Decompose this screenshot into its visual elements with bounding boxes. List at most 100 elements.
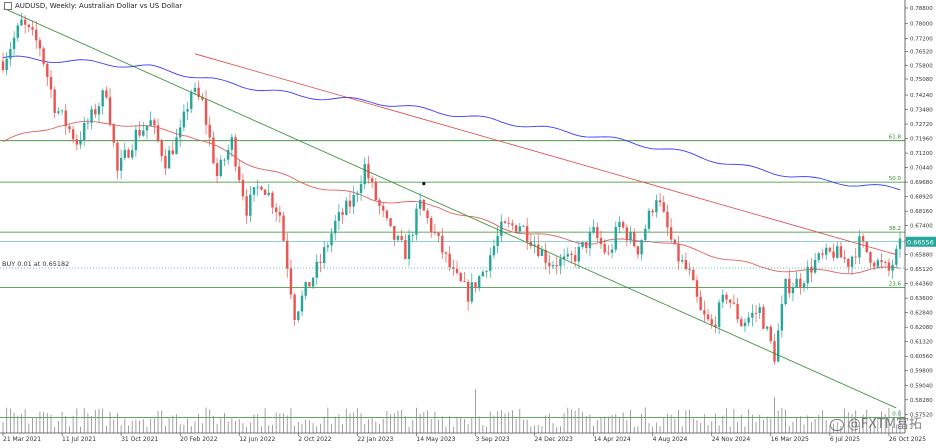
candle-body (86, 122, 90, 124)
candle-body (27, 24, 31, 28)
time-axis[interactable]: 21 Mar 2021 11 Jul 2021 31 Oct 2021 20 Feb … (0, 432, 926, 443)
trendline-red (194, 53, 897, 256)
candle-body (53, 89, 56, 113)
candle-body (215, 163, 219, 177)
candle-body (35, 29, 38, 41)
candle-body (426, 210, 429, 218)
candle-body (865, 241, 868, 253)
price-tick-label: 0.59040 (910, 383, 933, 389)
price-tick-label: 0.74240 (910, 93, 933, 99)
candle-body (895, 248, 898, 265)
candle-body (858, 236, 861, 258)
wechat-icon (829, 418, 844, 431)
date-tick-label: 4 Aug 2024 (653, 436, 688, 443)
price-tick-label: 0.77200 (910, 37, 933, 43)
candle-body (57, 111, 60, 113)
candle-body (116, 142, 119, 171)
candle-body (832, 251, 835, 258)
candle-body (20, 19, 23, 26)
candle-body (448, 253, 451, 268)
candle-body (193, 87, 197, 92)
candle-body (359, 184, 363, 194)
candle-body (507, 223, 510, 224)
date-tick-label: 2 Oct 2022 (298, 436, 331, 443)
price-tick-label: 0.58280 (910, 398, 933, 404)
date-tick-label: 20 Feb 2022 (180, 436, 218, 443)
candle-body (356, 193, 359, 195)
candle-body (119, 157, 123, 171)
candle-body (437, 232, 440, 236)
price-tick-label: 0.71960 (910, 137, 933, 143)
price-tick-label: 0.75080 (910, 77, 933, 83)
candle-body (625, 227, 629, 241)
candle-body (252, 187, 256, 195)
candle-body (703, 310, 706, 315)
candle-body (145, 125, 149, 131)
candle-body (666, 211, 669, 228)
candle-body (577, 246, 581, 262)
candle-body (824, 247, 828, 255)
candle-body (441, 235, 444, 253)
candle-body (12, 37, 16, 50)
candle-body (138, 129, 141, 136)
candle-body (418, 199, 422, 209)
candle-body (880, 260, 883, 263)
candle-body (728, 299, 732, 303)
candle-body (49, 77, 53, 90)
candle-body (470, 282, 474, 302)
candle-body (551, 265, 555, 267)
candle-body (839, 246, 843, 258)
candle-body (433, 231, 437, 233)
candle-body (378, 200, 381, 206)
candle-body (153, 120, 156, 126)
candle-body (389, 218, 392, 227)
candle-body (175, 137, 178, 155)
date-tick-label: 26 Oct 2025 (889, 436, 926, 443)
candle-body (743, 322, 747, 327)
volume-bars (2, 389, 901, 433)
date-tick-label: 21 Mar 2021 (3, 436, 41, 443)
date-tick-label: 11 Jul 2021 (62, 436, 96, 443)
candle-body (393, 226, 396, 240)
candle-body (263, 189, 267, 195)
candle-body (599, 237, 603, 245)
price-tick-label: 0.61320 (910, 340, 933, 346)
candle-body (212, 137, 215, 164)
candle-body (647, 210, 651, 229)
candle-body (348, 200, 352, 207)
candle-body (529, 241, 533, 246)
candle-body (201, 96, 204, 100)
candle-body (79, 140, 82, 145)
candle-body (784, 278, 787, 305)
candle-body (607, 252, 610, 254)
candle-body (271, 192, 274, 208)
candle-body (267, 192, 270, 195)
candle-body (238, 166, 241, 181)
candle-body (588, 232, 592, 249)
candle-body (765, 326, 769, 329)
candle-body (791, 287, 795, 294)
fib-level-label: 23.6 (889, 282, 902, 288)
price-tick-label: 0.78000 (910, 21, 933, 27)
price-tick-label: 0.65880 (910, 253, 933, 259)
candle-body (466, 281, 470, 302)
candle-body (241, 180, 245, 197)
candle-body (522, 226, 525, 227)
price-tick-label: 0.63600 (910, 296, 933, 302)
candle-body (540, 249, 544, 256)
date-tick-label: 16 Mar 2025 (771, 436, 809, 443)
candle-body (385, 210, 389, 219)
candle-body (677, 243, 680, 262)
candle-body (758, 307, 761, 313)
candle-body (315, 261, 318, 278)
candle-body (884, 262, 887, 263)
candle-body (802, 283, 806, 288)
candle-body (304, 282, 307, 296)
candle-body (400, 235, 403, 240)
candle-body (319, 261, 322, 264)
candle-body (274, 207, 278, 213)
candle-body (548, 262, 551, 267)
